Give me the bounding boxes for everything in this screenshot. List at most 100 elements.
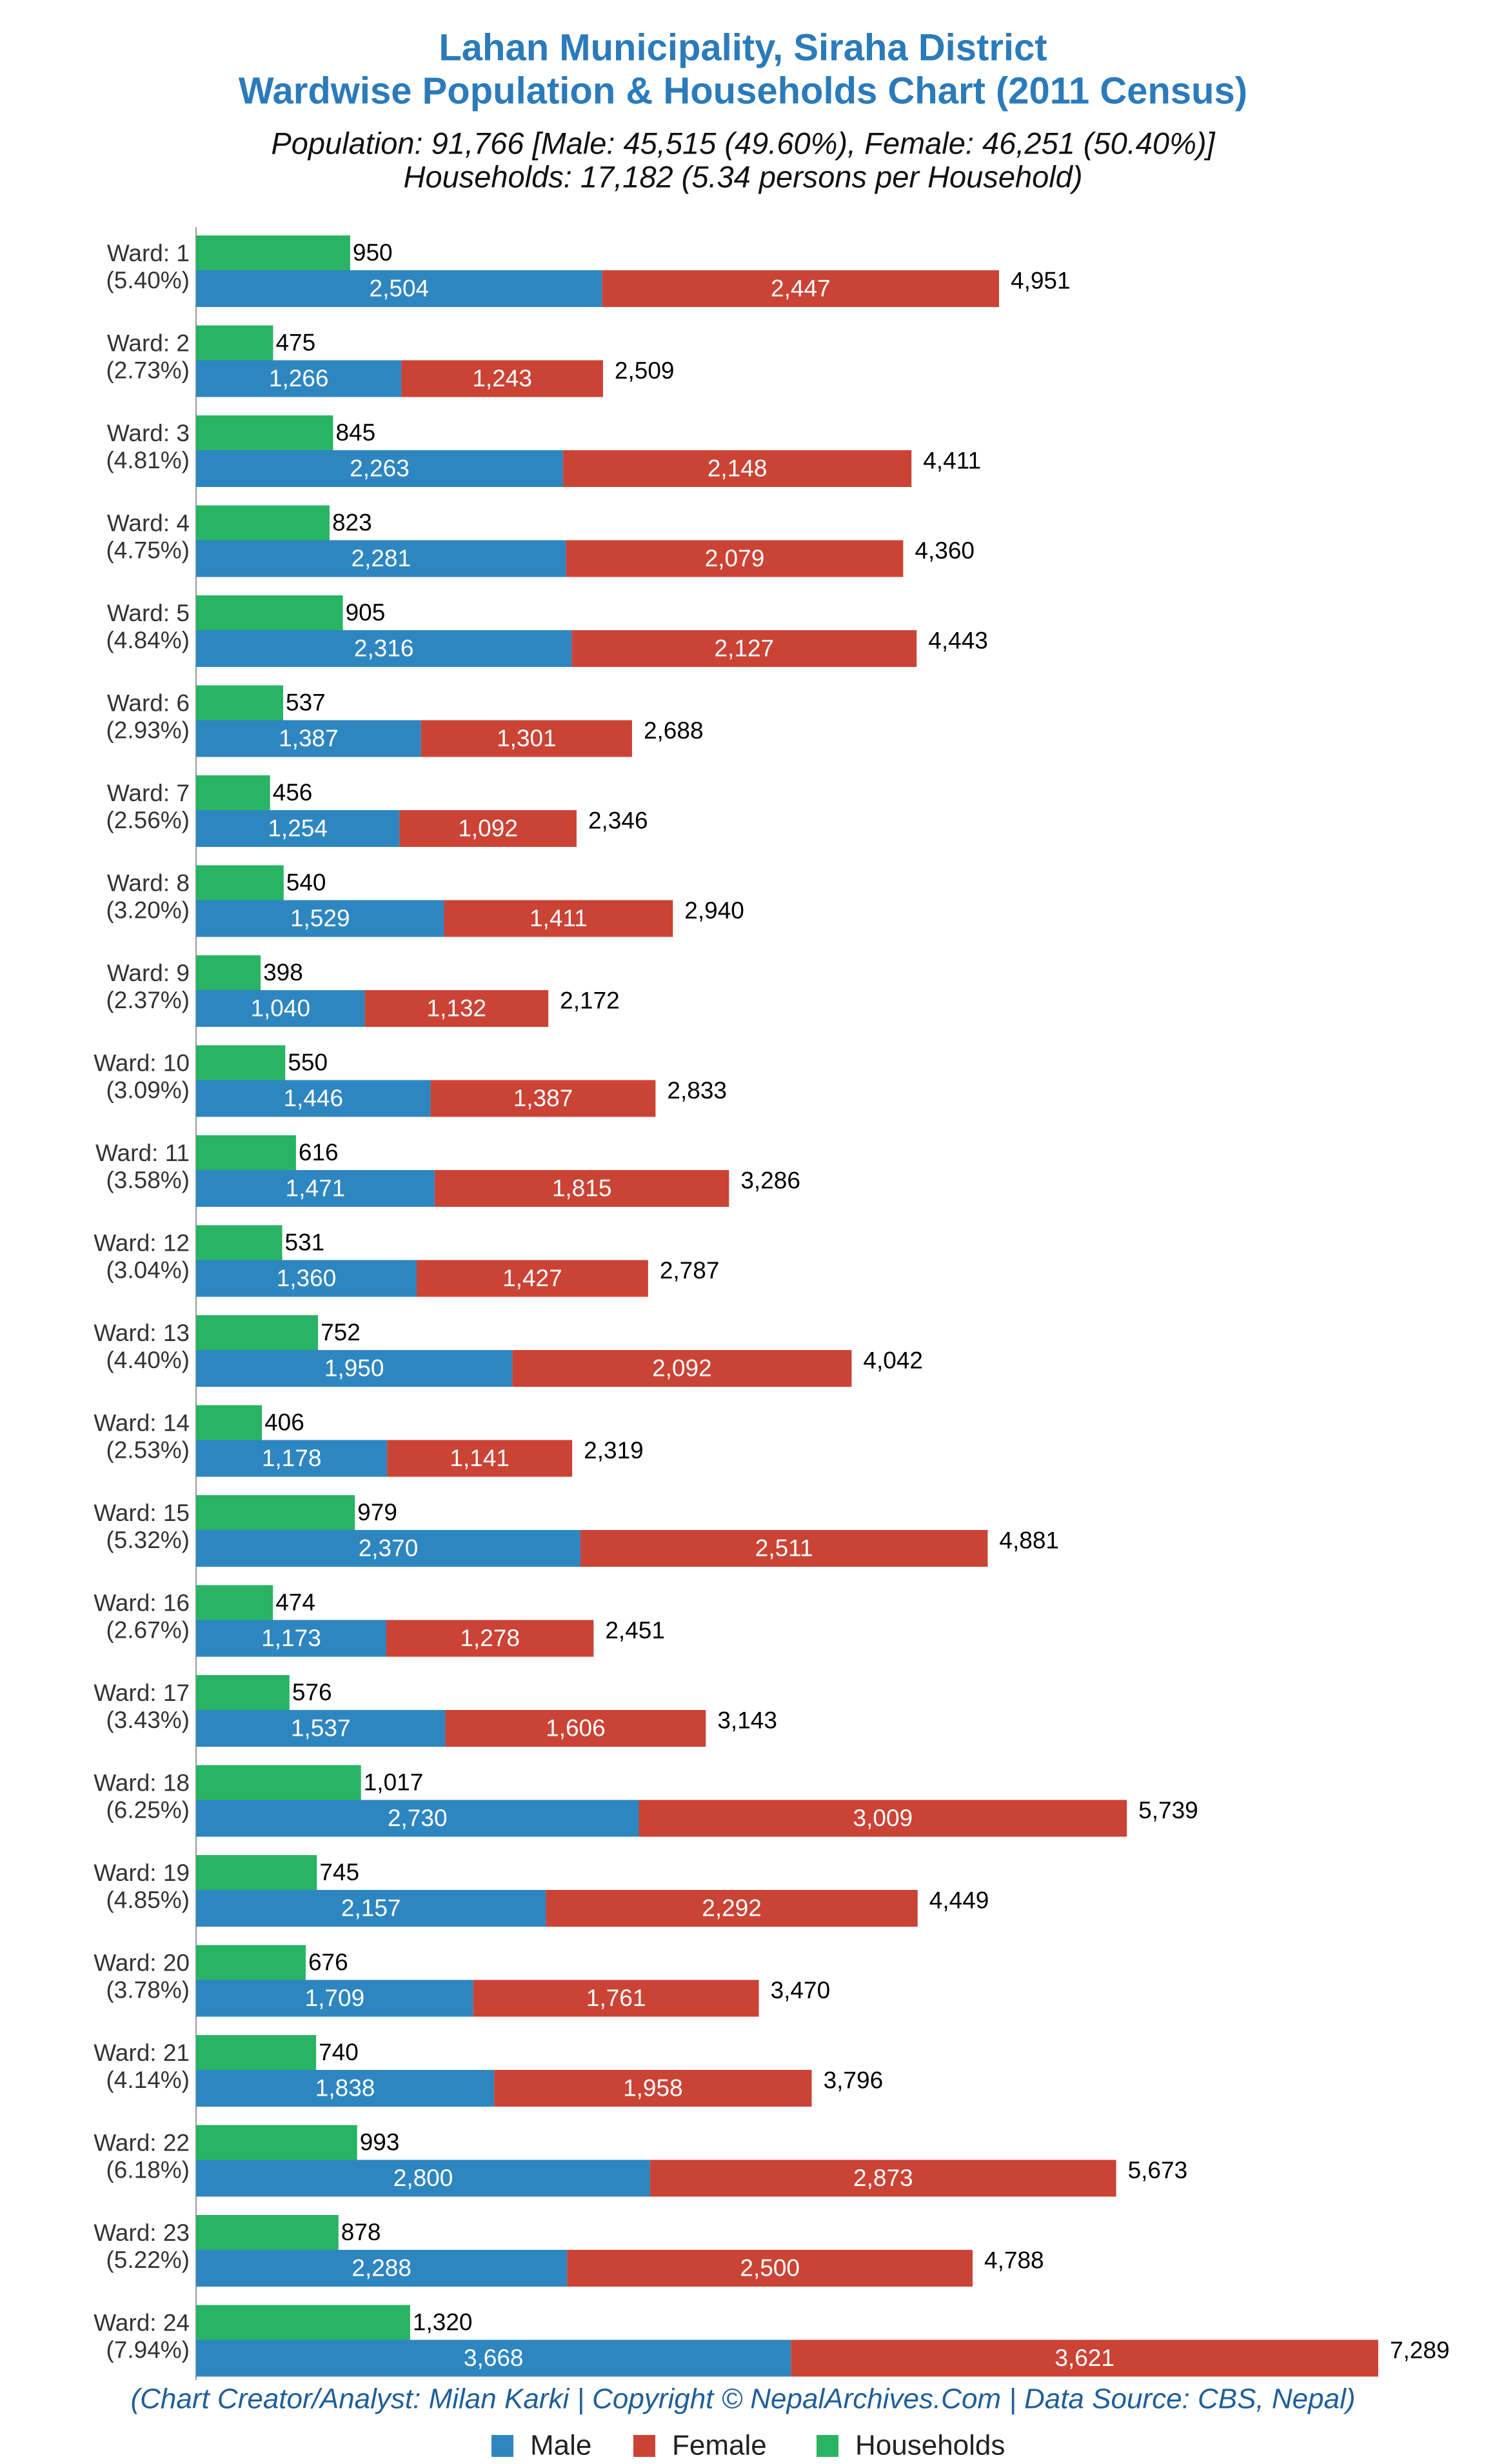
legend-label: Male (530, 2430, 591, 2461)
data-label: 1,360 (277, 1265, 337, 1291)
bar (196, 810, 400, 847)
bar (196, 1585, 273, 1620)
y-tick-label: Ward: 3 (107, 420, 190, 446)
y-tick-label: (5.22%) (106, 2247, 190, 2273)
total-label: 2,172 (560, 987, 620, 1013)
data-label: 1,132 (427, 995, 487, 1021)
data-label: 1,815 (552, 1175, 612, 1201)
bar (602, 270, 1000, 307)
total-label: 2,940 (684, 897, 744, 924)
bar (196, 2215, 339, 2250)
data-label: 1,471 (286, 1175, 346, 1201)
bar (196, 900, 444, 937)
y-tick-label: Ward: 7 (107, 780, 190, 806)
y-tick-label: Ward: 2 (107, 330, 190, 356)
data-label: 2,511 (755, 1535, 813, 1561)
total-label: 2,319 (584, 1437, 644, 1464)
bar (196, 1315, 319, 1350)
bar (563, 450, 912, 487)
bar (196, 540, 566, 577)
bar (196, 1260, 417, 1297)
y-tick-label: Ward: 23 (94, 2220, 190, 2246)
data-label: 2,370 (359, 1535, 419, 1561)
data-label: 745 (319, 1859, 359, 1885)
y-tick-label: Ward: 19 (94, 1860, 190, 1886)
data-label: 1,387 (279, 725, 339, 751)
bar (196, 1675, 290, 1710)
bar (566, 540, 904, 577)
bar (401, 360, 603, 397)
y-tick-label: Ward: 24 (94, 2309, 190, 2336)
data-label: 1,838 (315, 2074, 375, 2101)
data-label: 1,529 (290, 905, 350, 931)
bar (196, 2070, 495, 2107)
bar (445, 1710, 706, 1747)
bar (196, 360, 402, 397)
y-tick-label: Ward: 20 (94, 1949, 190, 1976)
bar (196, 2125, 357, 2160)
total-label: 2,688 (644, 717, 704, 744)
y-tick-label: (3.04%) (106, 1257, 190, 1283)
y-tick-label: Ward: 18 (94, 1769, 190, 1796)
bar (196, 2340, 791, 2377)
bar (196, 450, 564, 487)
data-label: 979 (357, 1499, 397, 1525)
data-label: 1,173 (261, 1625, 321, 1651)
bar (196, 595, 343, 630)
data-label: 2,316 (354, 635, 414, 661)
data-label: 398 (263, 959, 303, 986)
bar (580, 1530, 988, 1567)
data-label: 1,320 (413, 2309, 473, 2335)
total-label: 4,411 (923, 447, 981, 473)
y-tick-label: (4.40%) (106, 1347, 190, 1373)
total-label: 7,289 (1390, 2337, 1450, 2363)
y-tick-label: (3.20%) (106, 897, 190, 923)
data-label: 1,411 (530, 905, 588, 931)
data-label: 1,537 (291, 1714, 351, 1741)
total-label: 2,833 (667, 1077, 727, 1104)
data-label: 1,606 (546, 1714, 606, 1741)
y-tick-label: Ward: 14 (94, 1409, 190, 1436)
data-label: 950 (353, 239, 393, 266)
bar (650, 2160, 1116, 2197)
y-tick-label: Ward: 8 (107, 869, 190, 896)
y-tick-label: (2.67%) (106, 1616, 190, 1643)
data-label: 2,079 (705, 545, 765, 571)
y-tick-label: Ward: 5 (107, 600, 190, 626)
data-label: 1,709 (305, 1985, 365, 2011)
y-tick-label: (6.18%) (106, 2156, 190, 2183)
bar (196, 990, 365, 1027)
data-label: 531 (285, 1229, 325, 1255)
bar (196, 1350, 513, 1387)
bar (196, 1135, 296, 1170)
total-label: 2,787 (660, 1257, 720, 1284)
bar (196, 1225, 282, 1260)
data-label: 550 (288, 1049, 328, 1075)
data-label: 2,157 (341, 1894, 401, 1921)
data-label: 540 (286, 869, 326, 895)
bar (196, 1855, 317, 1890)
data-label: 2,504 (370, 275, 430, 301)
y-tick-label: Ward: 11 (95, 1140, 190, 1166)
y-tick-label: Ward: 6 (107, 690, 190, 716)
data-label: 2,800 (393, 2165, 453, 2191)
data-label: 406 (264, 1409, 304, 1435)
total-label: 3,470 (771, 1977, 831, 2003)
y-tick-label: (4.14%) (106, 2067, 190, 2093)
bar (196, 1495, 355, 1530)
y-tick-label: Ward: 13 (94, 1320, 190, 1346)
bar (387, 1440, 573, 1477)
y-tick-label: Ward: 21 (94, 2040, 190, 2066)
data-label: 878 (341, 2219, 381, 2245)
data-label: 3,621 (1055, 2345, 1114, 2371)
legend-label: Households (855, 2430, 1005, 2461)
data-label: 1,266 (269, 365, 329, 392)
y-tick-label: Ward: 1 (107, 240, 190, 266)
total-label: 2,451 (605, 1617, 665, 1644)
y-tick-label: Ward: 10 (94, 1049, 190, 1076)
total-label: 4,881 (999, 1527, 1059, 1553)
bar (416, 1260, 648, 1297)
y-tick-label: (2.73%) (106, 357, 190, 383)
bar (430, 1080, 656, 1117)
